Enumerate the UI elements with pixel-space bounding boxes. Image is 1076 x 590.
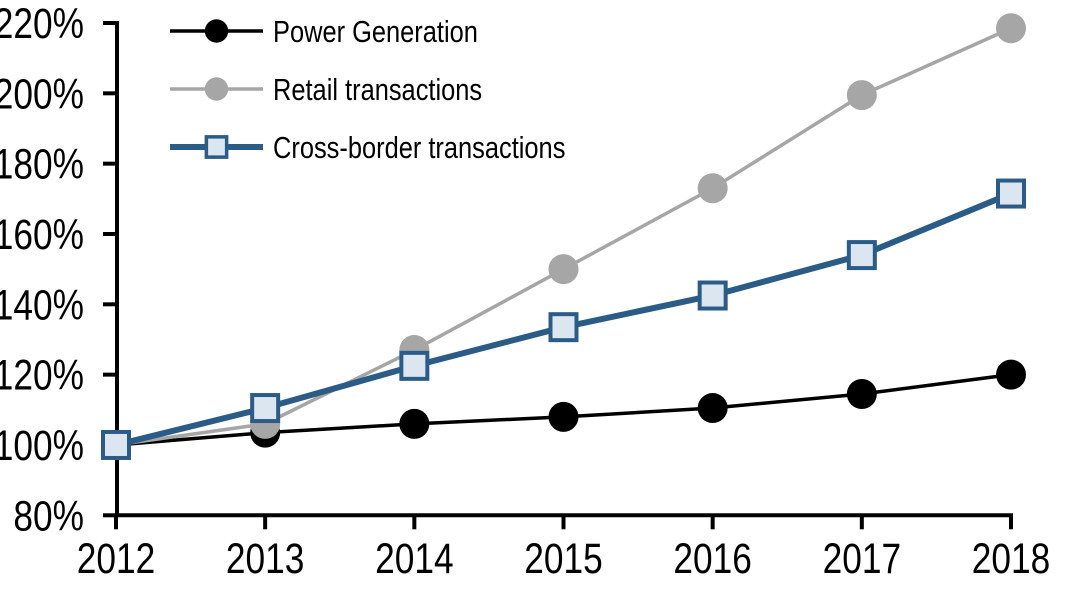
series-marker-circle <box>548 254 579 285</box>
x-tick-label: 2017 <box>823 535 902 583</box>
series-1 <box>101 13 1026 460</box>
series-marker-square <box>697 280 728 311</box>
legend-marker-circle <box>204 77 229 101</box>
series-line <box>115 26 1012 447</box>
legend-marker-square <box>204 135 229 159</box>
y-tick-label: 100% <box>0 422 84 470</box>
series-marker-square <box>548 312 579 343</box>
y-tick-label: 140% <box>0 281 84 329</box>
series-marker-circle <box>996 359 1026 390</box>
series-marker-square <box>101 429 131 460</box>
x-tick-label: 2018 <box>972 535 1051 583</box>
series-marker-square <box>250 393 281 424</box>
series-0 <box>101 359 1026 460</box>
legend-label: Power Generation <box>273 14 478 49</box>
series-marker-circle <box>996 13 1026 44</box>
series-2 <box>101 178 1026 460</box>
series-marker-circle <box>399 408 430 439</box>
x-tick-label: 2015 <box>524 535 603 583</box>
y-tick-label: 120% <box>0 352 84 400</box>
series-marker-circle <box>846 80 877 111</box>
series-marker-circle <box>548 401 579 432</box>
x-tick-label: 2016 <box>673 535 752 583</box>
series-marker-square <box>996 178 1026 209</box>
y-tick-label: 220% <box>0 0 84 48</box>
x-tick-label: 2014 <box>375 535 454 583</box>
legend-item: Power Generation <box>170 14 478 49</box>
legend-label: Cross-border transactions <box>273 130 565 165</box>
y-tick-label: 180% <box>0 141 84 189</box>
legend-label: Retail transactions <box>273 72 482 107</box>
series-marker-square <box>399 350 430 381</box>
y-tick-label: 160% <box>0 211 84 259</box>
legend-marker-circle <box>204 19 229 43</box>
legend-item: Retail transactions <box>170 72 482 107</box>
x-tick-label: 2012 <box>77 535 156 583</box>
series-marker-circle <box>846 378 877 409</box>
series-marker-circle <box>697 173 728 204</box>
legend-item: Cross-border transactions <box>170 130 565 165</box>
y-tick-label: 200% <box>0 70 84 118</box>
y-tick-label: 80% <box>13 492 84 540</box>
series-marker-square <box>846 240 877 271</box>
series-marker-circle <box>697 393 728 424</box>
x-tick-label: 2013 <box>226 535 305 583</box>
